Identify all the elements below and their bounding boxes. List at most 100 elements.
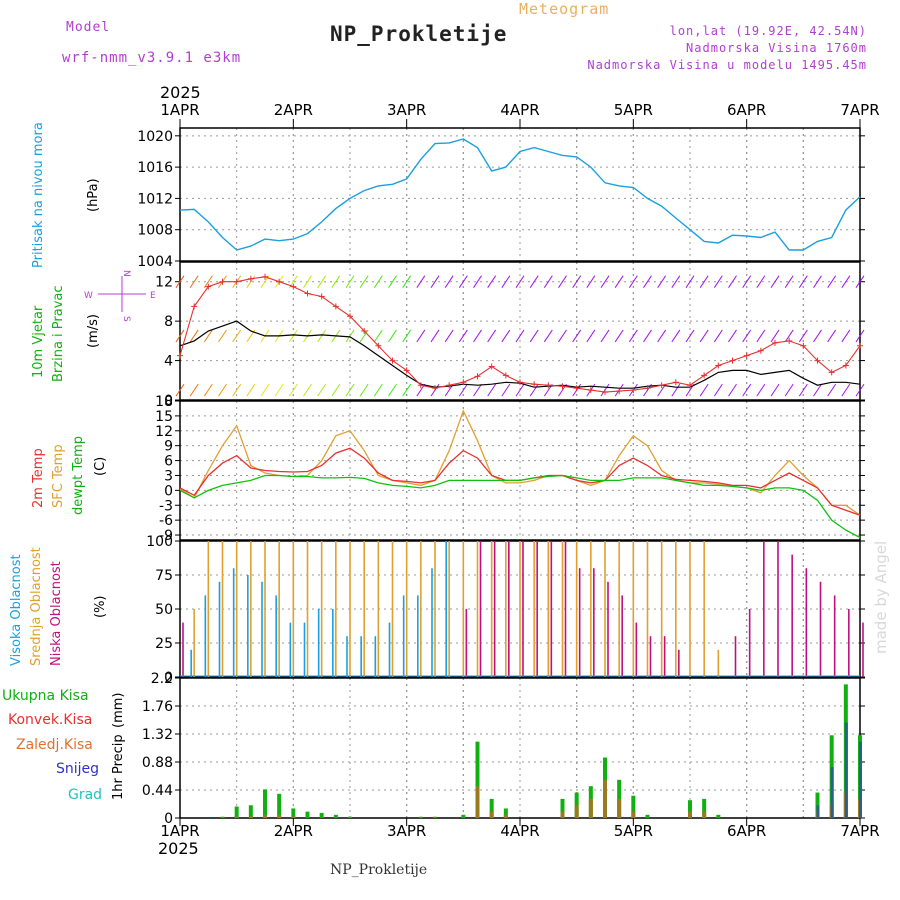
wind-barb: [586, 329, 596, 343]
wind-gust-marker: [630, 387, 637, 394]
wind-barb: [713, 383, 723, 397]
cloud-ylabel-mid: Srednja Oblacnost: [29, 547, 44, 666]
precip-conv-bar: [234, 816, 239, 818]
wind-barb: [770, 329, 780, 343]
time-label-bottom: 1APR: [160, 822, 199, 840]
model-label: Model: [66, 20, 111, 35]
ytick-label: 1008: [137, 223, 173, 239]
ytick-label: 1004: [137, 254, 173, 270]
wind-barb: [529, 329, 539, 343]
station-title: NP_Prokletije: [330, 22, 508, 46]
ytick-label: 3: [164, 468, 173, 484]
precip-snow-bar: [830, 767, 834, 818]
wind-barb: [671, 383, 681, 397]
wind-gust-marker: [488, 363, 495, 370]
wind-barb: [473, 329, 482, 343]
wind-barb: [458, 329, 468, 343]
wind-barb: [232, 329, 242, 343]
wind-gust-marker: [389, 357, 396, 364]
wind-gust-marker: [177, 352, 183, 359]
wind-barb: [657, 275, 667, 288]
precip-snow-bar: [844, 722, 848, 818]
wind-barb: [189, 329, 199, 343]
precip-total-bar: [234, 806, 239, 818]
wind-barb: [784, 383, 794, 397]
wind-gust-marker: [233, 278, 240, 285]
wind-barb: [189, 275, 199, 288]
wind-barb: [331, 275, 341, 288]
wind-barb: [331, 383, 341, 397]
wind-barb: [841, 329, 851, 343]
wind-barb: [543, 329, 553, 343]
wind-gust-marker: [446, 382, 453, 389]
wind-barb: [671, 275, 681, 288]
time-label-top: 1APR: [160, 101, 199, 119]
wind-gust-marker: [616, 388, 623, 395]
wind-barb: [515, 275, 525, 288]
temp-ylabel-sfc: SFC Temp: [51, 444, 66, 508]
wind-barb: [317, 383, 327, 397]
wind-gust-marker: [786, 337, 793, 344]
precip-total-bar: [645, 814, 650, 818]
wind-barb: [402, 383, 412, 397]
wind-gust-marker: [247, 275, 254, 282]
wind-barb: [345, 383, 355, 397]
lonlat-label: lon,lat (19.92E, 42.54N): [669, 24, 867, 38]
wind-gust-marker: [729, 357, 736, 364]
precip-total-bar: [433, 816, 437, 818]
wind-ylabel-line1: 10m Vjetar: [31, 305, 46, 378]
wind-barb: [402, 329, 412, 343]
wind-barb: [274, 383, 284, 397]
wind-barb: [260, 383, 270, 397]
wind-gust-marker: [290, 283, 297, 290]
ytick-label: 1020: [137, 129, 173, 145]
wind-barb: [756, 329, 766, 343]
wind-barb: [699, 383, 709, 397]
precip-total-bar: [503, 808, 508, 818]
wind-barb: [473, 275, 482, 288]
time-label-bottom: 4APR: [500, 822, 539, 840]
precip-legend: Ukupna Kisa Konvek.Kisa Zaledj.Kisa Snij…: [2, 688, 102, 803]
ytick-label: 8: [164, 314, 173, 330]
ytick-label: 2.2: [151, 671, 173, 687]
precip-total-bar: [716, 814, 721, 818]
wind-barb: [430, 275, 440, 288]
time-label-top: 4APR: [500, 101, 539, 119]
wind-barb: [586, 275, 596, 288]
wind-barb: [473, 383, 482, 397]
wind-dir-w: W: [84, 291, 93, 301]
panel-frame: [179, 677, 861, 819]
ytick-label: 0: [164, 483, 173, 499]
wind-barb: [798, 383, 808, 397]
precip-conv-bar: [475, 786, 480, 818]
cloud-unit: (%): [93, 596, 108, 619]
ytick-label: 0.44: [142, 783, 173, 799]
time-label-top: 7APR: [840, 101, 879, 119]
ytick-label: 25: [155, 636, 173, 652]
time-label-top: 2APR: [274, 101, 313, 119]
time-label-bottom: 2APR: [274, 822, 313, 840]
precip-conv-bar: [489, 811, 494, 818]
year-top: 2025: [160, 83, 201, 102]
ytick-label: 75: [155, 568, 173, 584]
wind-barb: [657, 329, 667, 343]
ytick-label: -6: [159, 513, 173, 529]
wind-barb: [203, 275, 213, 288]
temp-ylabel-t2m: 2m Temp: [31, 448, 46, 508]
pressure-line: [179, 138, 861, 251]
precip-conv-bar: [503, 814, 508, 818]
wind-barb: [784, 329, 794, 343]
wind-ylabel-line2: Brzina i Pravac: [51, 285, 66, 382]
wind-barb: [303, 383, 312, 397]
ytick-label: 1.32: [142, 727, 173, 743]
wind-barb: [572, 329, 582, 343]
wind-barb: [175, 329, 185, 343]
ytick-label: 12: [155, 424, 173, 440]
wind-barb: [416, 329, 426, 343]
wind-gust-marker: [602, 389, 608, 396]
wind-barb: [402, 275, 412, 288]
precip-conv-bar: [603, 779, 607, 818]
year-bottom: 2025: [158, 839, 199, 858]
wind-gust-marker: [318, 293, 325, 300]
temp-unit: (C): [93, 457, 108, 476]
